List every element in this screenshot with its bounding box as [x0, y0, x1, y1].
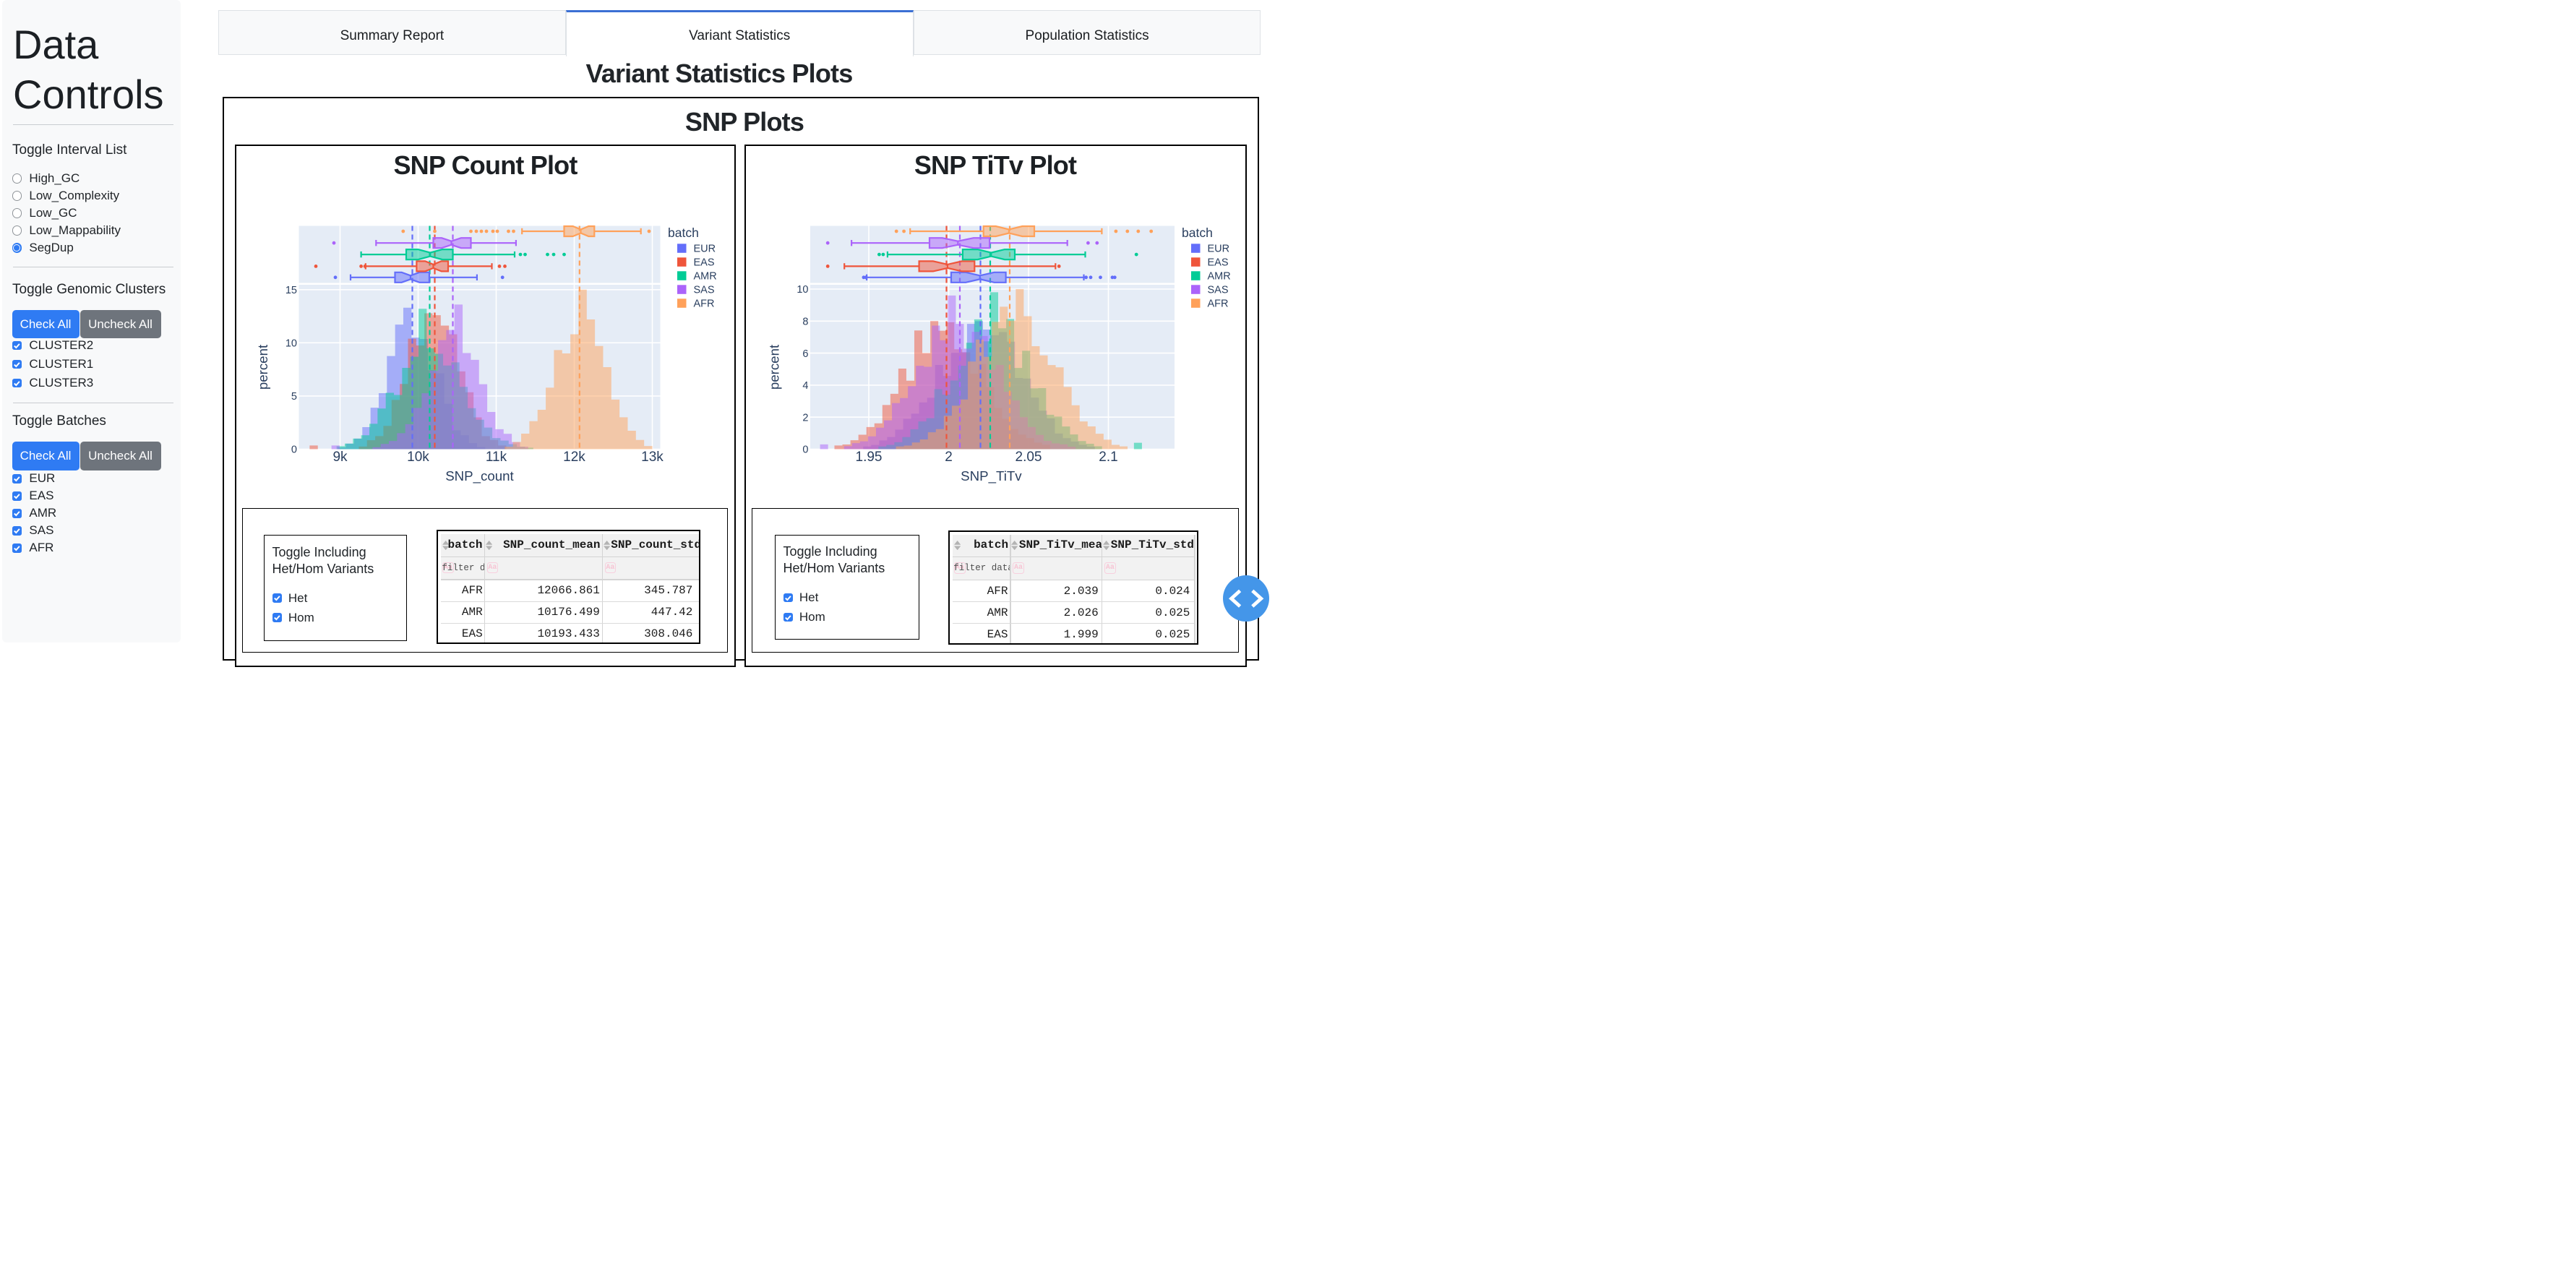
svg-text:EUR: EUR	[1208, 244, 1230, 255]
svg-text:AFR: AFR	[694, 298, 715, 310]
svg-text:9k: 9k	[332, 450, 348, 465]
svg-text:1.95: 1.95	[856, 450, 883, 465]
svg-text:percent: percent	[255, 344, 270, 390]
svg-text:5: 5	[291, 391, 297, 403]
svg-text:percent: percent	[766, 344, 781, 390]
svg-text:0: 0	[291, 444, 297, 456]
svg-text:SNP_TiTv: SNP_TiTv	[961, 468, 1022, 484]
svg-text:AMR: AMR	[1208, 271, 1231, 283]
svg-text:AFR: AFR	[1208, 298, 1229, 310]
svg-text:AMR: AMR	[694, 271, 717, 283]
svg-text:2: 2	[802, 412, 808, 424]
svg-text:8: 8	[802, 317, 808, 328]
svg-text:batch: batch	[668, 225, 699, 240]
svg-text:10: 10	[797, 284, 808, 296]
svg-text:2.1: 2.1	[1099, 450, 1117, 465]
svg-text:12k: 12k	[563, 450, 585, 465]
svg-text:4: 4	[802, 380, 808, 392]
svg-text:0: 0	[802, 444, 808, 456]
svg-text:SNP_count: SNP_count	[445, 468, 514, 484]
svg-text:SAS: SAS	[694, 285, 715, 296]
svg-text:batch: batch	[1182, 225, 1213, 240]
svg-text:EAS: EAS	[694, 257, 715, 269]
svg-text:6: 6	[802, 348, 808, 360]
svg-text:EAS: EAS	[1208, 257, 1229, 269]
svg-text:11k: 11k	[486, 450, 507, 465]
svg-text:15: 15	[285, 285, 297, 296]
svg-text:2.05: 2.05	[1016, 450, 1042, 465]
svg-text:2: 2	[945, 450, 953, 465]
svg-text:10k: 10k	[407, 450, 429, 465]
svg-text:10: 10	[285, 338, 297, 350]
svg-text:EUR: EUR	[694, 244, 716, 255]
svg-text:13k: 13k	[641, 450, 664, 465]
svg-text:SAS: SAS	[1208, 285, 1229, 296]
